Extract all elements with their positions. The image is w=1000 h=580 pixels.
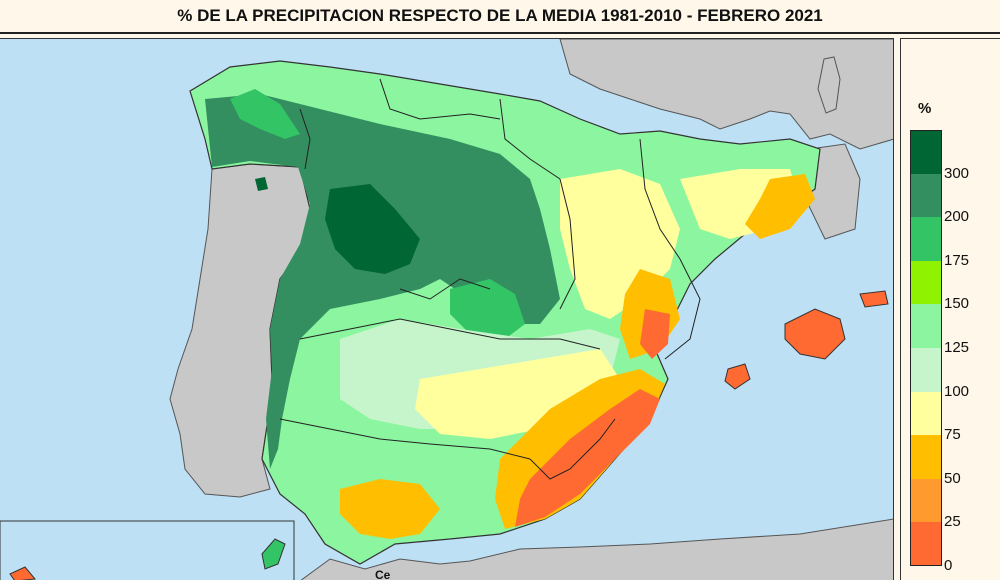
zone-75-100-south-center <box>415 349 620 439</box>
legend-swatch <box>910 130 942 174</box>
ceuta-label: Ce <box>375 568 391 580</box>
legend-swatch <box>910 304 942 348</box>
legend-swatch <box>910 522 942 566</box>
canary-island-east <box>261 538 286 570</box>
ibiza-island <box>724 363 751 390</box>
legend-tick-label: 25 <box>944 513 961 531</box>
legend-tick-label: 50 <box>944 469 961 487</box>
zone-over-300-galicia <box>255 177 268 191</box>
map-area: Ce <box>0 38 894 580</box>
legend-swatch <box>910 217 942 261</box>
france-landmass <box>559 39 893 150</box>
legend-swatch <box>910 478 942 523</box>
legend-tick-label: 100 <box>944 382 970 400</box>
legend-tick-label: 75 <box>944 426 961 444</box>
zone-over-300-core <box>325 184 420 274</box>
canary-island-west <box>9 566 36 580</box>
region-boundaries <box>279 78 701 480</box>
canary-islands-inset <box>0 520 295 580</box>
legend-tick-label: 150 <box>944 295 970 313</box>
zone-25-50-andalusia <box>340 479 440 539</box>
zone-0-25-valencia <box>640 309 670 359</box>
legend-unit: % <box>918 100 932 117</box>
legend-swatch <box>910 173 942 218</box>
legend-swatch <box>910 260 942 305</box>
legend-tick-label: 125 <box>944 339 970 356</box>
north-africa-landmass <box>300 518 893 580</box>
legend-swatch <box>910 435 942 479</box>
zone-150-175-band <box>230 89 300 139</box>
legend-tick-label: 0 <box>944 557 953 574</box>
mallorca-island <box>784 308 846 360</box>
legend-tick-label: 200 <box>944 208 970 226</box>
legend-tick-label: 175 <box>944 251 970 269</box>
precipitation-map: Ce <box>0 39 893 580</box>
map-title: % DE LA PRECIPITACION RESPECTO DE LA MED… <box>0 0 1000 34</box>
zone-25-50-catalonia <box>745 174 815 239</box>
zone-175-200-northwest <box>205 94 560 469</box>
zone-150-175-center <box>450 279 525 339</box>
legend-swatch <box>910 391 942 436</box>
legend-swatch <box>910 348 942 392</box>
corsica-island <box>817 56 841 114</box>
zone-0-25-southeast <box>515 389 660 527</box>
legend-tick-label: 300 <box>944 164 970 182</box>
menorca-island <box>859 290 889 308</box>
